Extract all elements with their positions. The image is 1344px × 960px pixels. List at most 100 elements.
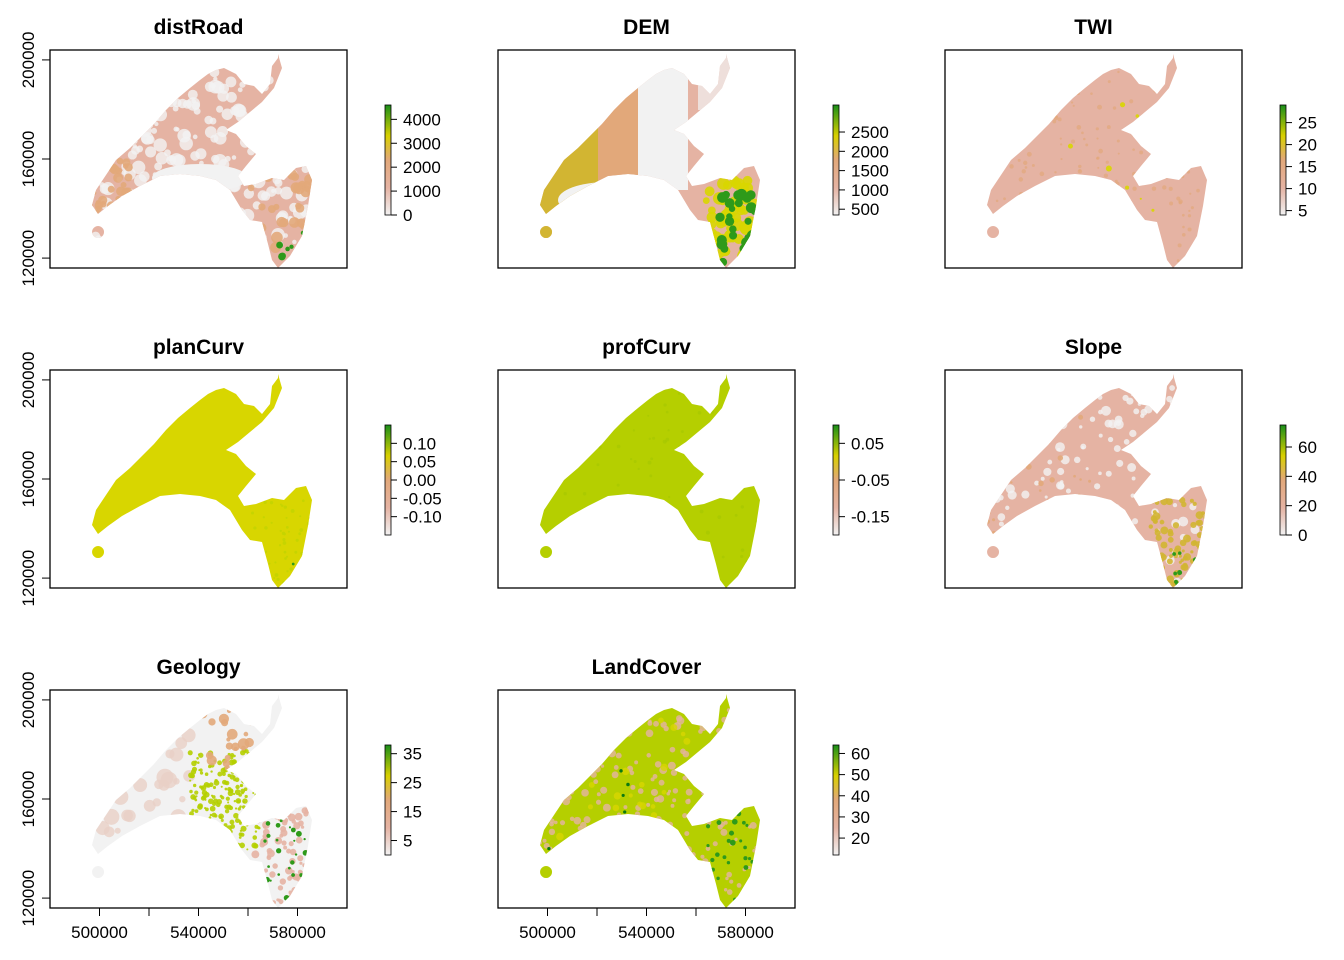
raster-cell: [254, 773, 260, 779]
raster-cell: [577, 400, 580, 403]
raster-cell: [234, 818, 240, 823]
raster-cell: [715, 852, 720, 857]
raster-cell: [286, 570, 289, 573]
raster-cell: [299, 66, 311, 78]
raster-cell: [1070, 139, 1076, 144]
raster-cell: [287, 876, 292, 881]
raster-cell: [588, 383, 592, 387]
raster-surface: [540, 374, 760, 588]
raster-cell: [1085, 552, 1091, 558]
raster-cell: [670, 724, 678, 732]
raster-cell: [624, 728, 633, 737]
raster-cell: [711, 803, 717, 809]
raster-cell: [288, 890, 293, 895]
raster-cell: [275, 838, 279, 842]
raster-cell: [131, 160, 146, 175]
raster-cell: [739, 839, 743, 843]
raster-cell: [559, 820, 566, 826]
raster-cell: [702, 197, 710, 204]
raster-cell: [1156, 475, 1163, 482]
raster-cell: [1171, 434, 1176, 438]
raster-cell: [299, 890, 306, 896]
raster-cell: [273, 203, 280, 211]
raster-cell: [1179, 539, 1187, 547]
map-panel-distRoad: distRoad12000016000020000040003000200010…: [19, 16, 441, 286]
raster-cell: [104, 97, 113, 106]
raster-cell: [544, 731, 549, 736]
raster-cell: [638, 54, 688, 190]
raster-cell: [589, 754, 596, 761]
raster-cell: [261, 75, 267, 81]
y-tick-label: 120000: [19, 870, 38, 927]
raster-cell: [1092, 575, 1097, 579]
raster-cell: [1079, 177, 1083, 181]
raster-cell: [191, 766, 198, 772]
raster-cell: [120, 199, 126, 205]
legend-tick-label: 25: [1298, 114, 1317, 133]
raster-cell: [1152, 252, 1156, 256]
raster-cell: [1057, 419, 1068, 430]
raster-cell: [550, 565, 555, 569]
raster-cell: [1182, 225, 1185, 229]
raster-cell: [540, 54, 598, 268]
raster-cell: [669, 872, 678, 881]
raster-cell: [743, 865, 749, 870]
raster-cell: [658, 779, 665, 786]
raster-cell: [1089, 576, 1098, 585]
raster-cell: [712, 841, 718, 847]
raster-cell: [221, 779, 227, 785]
raster-cell: [1159, 519, 1165, 525]
raster-cell: [107, 185, 115, 193]
raster-cell: [736, 882, 742, 888]
raster-cell: [234, 807, 238, 810]
raster-cell: [1167, 528, 1173, 534]
raster-cell: [230, 824, 236, 829]
raster-cell: [165, 95, 177, 108]
raster-cell: [687, 872, 695, 880]
raster-cell: [146, 83, 158, 95]
raster-cell: [684, 831, 690, 837]
raster-cell: [987, 163, 988, 168]
raster-cell: [137, 226, 149, 238]
raster-cell: [1131, 128, 1134, 131]
legend-tick-label: 15: [403, 803, 422, 822]
raster-cell: [133, 848, 150, 865]
raster-cell: [308, 859, 312, 863]
raster-cell: [167, 155, 174, 162]
raster-cell: [230, 753, 235, 757]
raster-cell: [1034, 480, 1040, 486]
raster-cell: [1111, 62, 1116, 66]
raster-cell: [130, 226, 145, 240]
raster-cell: [571, 700, 580, 709]
raster-cell: [563, 737, 568, 742]
raster-cell: [1078, 414, 1084, 420]
raster-cell: [164, 149, 171, 157]
raster-cell: [650, 788, 659, 796]
raster-cell: [1151, 430, 1159, 438]
legend-tick-label: 25: [403, 774, 422, 793]
raster-cell: [1001, 223, 1007, 229]
raster-cell: [128, 228, 135, 235]
raster-cell: [1166, 575, 1175, 583]
raster-cell: [1048, 94, 1051, 98]
raster-cell: [99, 131, 105, 137]
raster-cell: [164, 838, 171, 845]
raster-cell: [1082, 378, 1088, 383]
raster-cell: [550, 532, 553, 535]
raster-cell: [303, 898, 308, 903]
raster-cell: [291, 873, 295, 877]
raster-cell: [134, 84, 148, 99]
raster-cell: [294, 550, 298, 554]
raster-cell: [253, 235, 265, 246]
raster-cell: [289, 848, 297, 856]
raster-cell: [1133, 581, 1137, 586]
raster-cell: [92, 214, 98, 226]
raster-cell: [192, 783, 197, 788]
raster-cell: [1195, 511, 1204, 520]
raster-cell: [112, 788, 129, 805]
raster-cell: [588, 781, 595, 788]
raster-cell: [220, 847, 224, 850]
raster-cell: [1179, 474, 1188, 483]
